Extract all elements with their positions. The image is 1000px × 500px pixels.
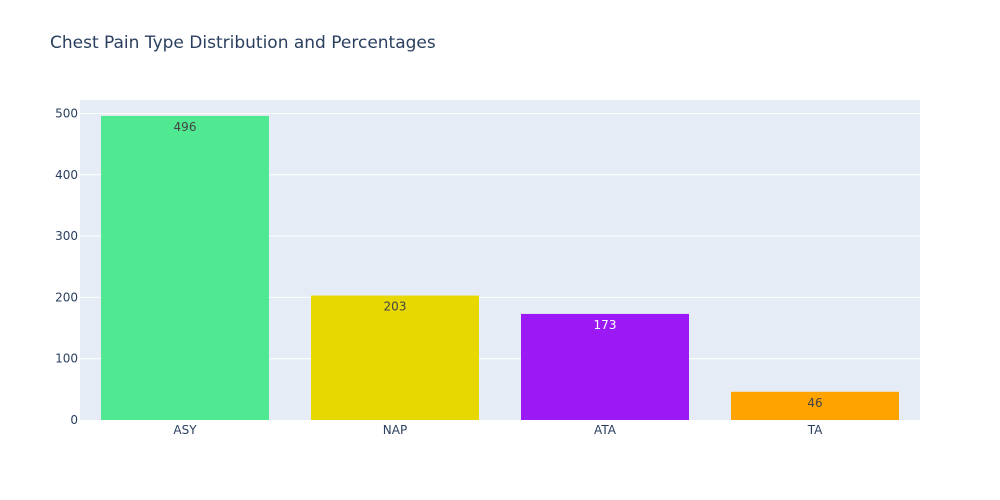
x-tick-label: ATA	[594, 423, 617, 437]
y-tick-label: 500	[55, 106, 78, 120]
x-tick-label: ASY	[173, 423, 197, 437]
y-tick-label: 0	[70, 413, 78, 427]
y-tick-label: 300	[55, 229, 78, 243]
bar-ata	[521, 313, 689, 420]
data-label-nap: 203	[384, 300, 407, 314]
y-tick-label: 400	[55, 168, 78, 182]
bar-ta	[731, 391, 899, 420]
x-tick-label: TA	[807, 423, 823, 437]
data-labels: 496 203 173 46	[174, 120, 823, 410]
data-label-ata: 173	[594, 318, 617, 332]
bar-asy	[101, 115, 269, 421]
data-label-ta: 46	[807, 396, 822, 410]
bar-nap	[311, 295, 479, 420]
y-tick-label: 100	[55, 352, 78, 366]
y-tick-label: 200	[55, 290, 78, 304]
chart-title: Chest Pain Type Distribution and Percent…	[50, 33, 436, 53]
y-axis: 0 100 200 300 400 500	[55, 106, 78, 427]
x-axis: ASY NAP ATA TA	[173, 423, 823, 437]
data-label-asy: 496	[174, 120, 197, 134]
x-tick-label: NAP	[383, 423, 407, 437]
bars	[101, 115, 899, 421]
